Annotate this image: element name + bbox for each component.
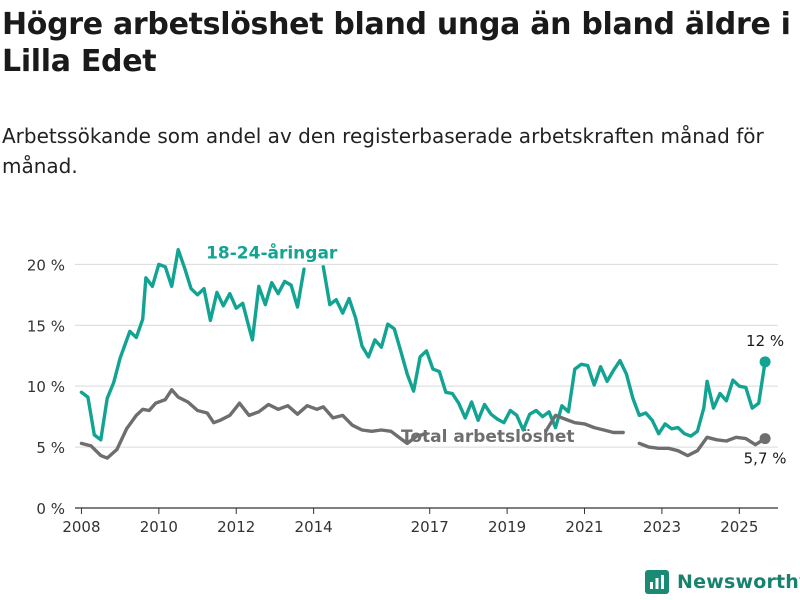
chart-title: Högre arbetslöshet bland unga än bland ä… xyxy=(2,7,791,79)
grid-lines xyxy=(75,263,778,509)
x-tick-label: 2008 xyxy=(62,518,100,536)
y-tick-label: 15 % xyxy=(27,317,65,335)
brand-name: Newsworthy xyxy=(677,571,800,593)
chart-subtitle: Arbetssökande som andel av den registerb… xyxy=(2,124,764,178)
total-series-label: Total arbetslöshet xyxy=(401,427,575,447)
total-series-line xyxy=(79,388,429,460)
x-tick-label: 2019 xyxy=(488,518,526,536)
series-lines xyxy=(79,248,771,460)
x-tick-label: 2021 xyxy=(565,518,603,536)
total-series-line xyxy=(637,435,767,458)
newsworthy-logo: Newsworthy xyxy=(645,567,800,597)
total-end-label: 5,7 % xyxy=(744,450,787,468)
data-labels: 12 % 5,7 % 18-24-åringar Total arbetslöshet xyxy=(206,241,786,467)
axes: 0 % 5 % 10 % 15 % 20 % 2008 2010 2012 2014 2017 20… xyxy=(27,256,759,536)
y-tick-label: 0 % xyxy=(36,500,65,518)
youth-series-line xyxy=(79,248,306,442)
youth-end-marker xyxy=(759,356,771,368)
y-tick-label: 20 % xyxy=(27,256,65,274)
total-series-line xyxy=(544,413,625,435)
x-tick-label: 2023 xyxy=(643,518,681,536)
x-tick-label: 2012 xyxy=(217,518,255,536)
x-tick-label: 2014 xyxy=(295,518,333,536)
y-tick-label: 10 % xyxy=(27,378,65,396)
y-tick-label: 5 % xyxy=(36,439,65,457)
youth-end-label: 12 % xyxy=(746,332,784,350)
youth-series-line xyxy=(321,265,767,438)
x-tick-label: 2010 xyxy=(140,518,178,536)
bar-chart-icon xyxy=(645,570,669,594)
total-end-marker xyxy=(759,433,771,445)
youth-series-label: 18-24-åringar xyxy=(206,241,338,263)
x-tick-label: 2025 xyxy=(720,518,758,536)
x-tick-label: 2017 xyxy=(411,518,449,536)
